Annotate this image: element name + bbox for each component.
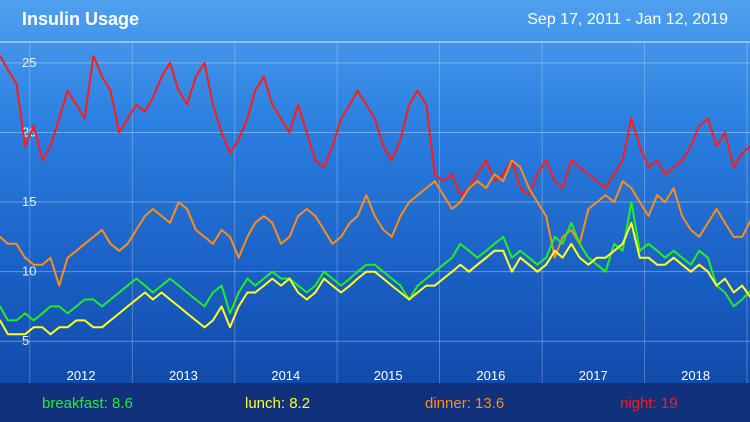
x-tick-label-2014: 2014 (271, 368, 300, 383)
y-tick-label-5: 5 (22, 333, 29, 348)
series-line-night (0, 54, 750, 197)
x-tick-label-2018: 2018 (681, 368, 710, 383)
y-tick-label-15: 15 (22, 194, 36, 209)
legend-night: night: 19 (620, 395, 678, 412)
page-title: Insulin Usage (22, 9, 140, 29)
x-tick-label-2017: 2017 (579, 368, 608, 383)
date-range-label[interactable]: Sep 17, 2011 - Jan 12, 2019 (527, 11, 728, 28)
x-tick-label-2013: 2013 (169, 368, 198, 383)
series-line-lunch (0, 221, 750, 336)
legend-lunch: lunch: 8.2 (245, 395, 311, 412)
y-tick-label-10: 10 (22, 264, 36, 279)
series-line-breakfast (0, 201, 750, 322)
series-line-dinner (0, 159, 750, 287)
x-tick-label-2012: 2012 (67, 368, 96, 383)
x-tick-label-2016: 2016 (476, 368, 505, 383)
legend-dinner: dinner: 13.6 (425, 395, 505, 412)
x-tick-label-2015: 2015 (374, 368, 403, 383)
legend-bar: breakfast: 8.6 lunch: 8.2 dinner: 13.6 n… (0, 383, 750, 422)
insulin-usage-chart: 5101520252012201320142015201620172018 (0, 41, 750, 383)
legend-breakfast: breakfast: 8.6 (42, 395, 133, 412)
y-tick-label-25: 25 (22, 55, 36, 70)
